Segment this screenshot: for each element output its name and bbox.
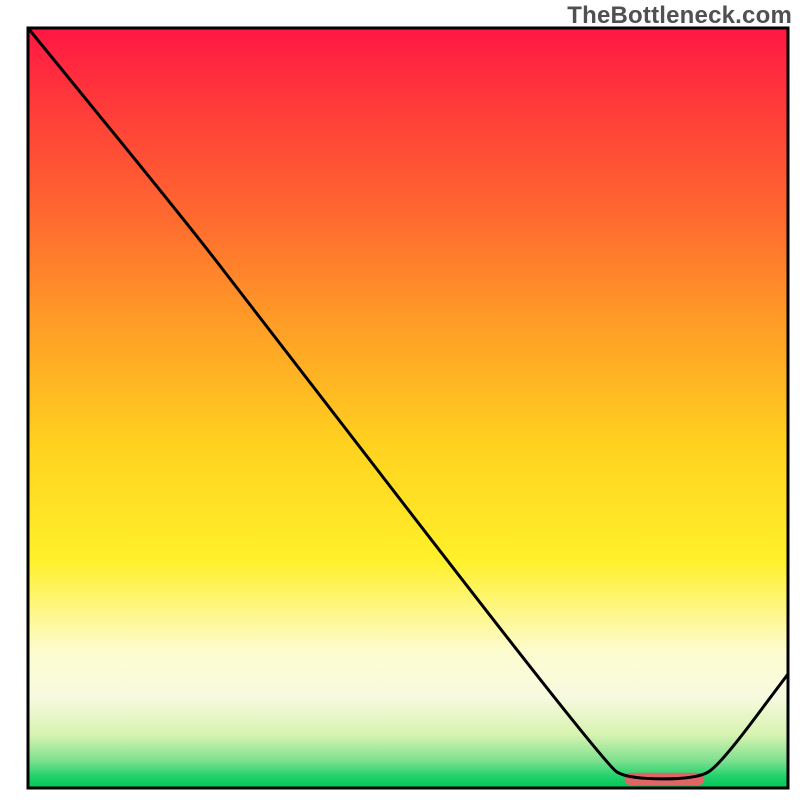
chart-container: TheBottleneck.com [0, 0, 800, 800]
watermark-text: TheBottleneck.com [567, 2, 792, 30]
plot-background [28, 28, 788, 788]
bottleneck-chart [0, 0, 800, 800]
